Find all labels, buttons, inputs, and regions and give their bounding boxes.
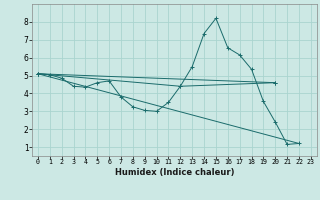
X-axis label: Humidex (Indice chaleur): Humidex (Indice chaleur) <box>115 168 234 177</box>
